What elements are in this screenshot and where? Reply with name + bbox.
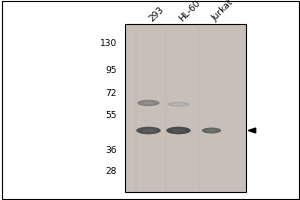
Ellipse shape — [172, 129, 185, 132]
Text: 72: 72 — [106, 89, 117, 98]
Ellipse shape — [167, 102, 190, 107]
Ellipse shape — [142, 102, 155, 104]
Polygon shape — [248, 128, 256, 133]
Text: 28: 28 — [106, 167, 117, 176]
Text: 55: 55 — [106, 111, 117, 120]
Ellipse shape — [206, 129, 217, 132]
Text: HL-60: HL-60 — [177, 0, 202, 23]
Text: 36: 36 — [106, 146, 117, 155]
Ellipse shape — [202, 127, 221, 133]
Ellipse shape — [137, 100, 160, 106]
Ellipse shape — [136, 127, 161, 134]
Ellipse shape — [166, 127, 191, 134]
Ellipse shape — [142, 129, 155, 132]
Text: 293: 293 — [147, 5, 166, 23]
Text: 130: 130 — [100, 39, 117, 48]
Bar — [124, 24, 246, 192]
Text: Jurkat: Jurkat — [210, 0, 235, 23]
Ellipse shape — [172, 103, 185, 105]
Text: 95: 95 — [106, 66, 117, 75]
